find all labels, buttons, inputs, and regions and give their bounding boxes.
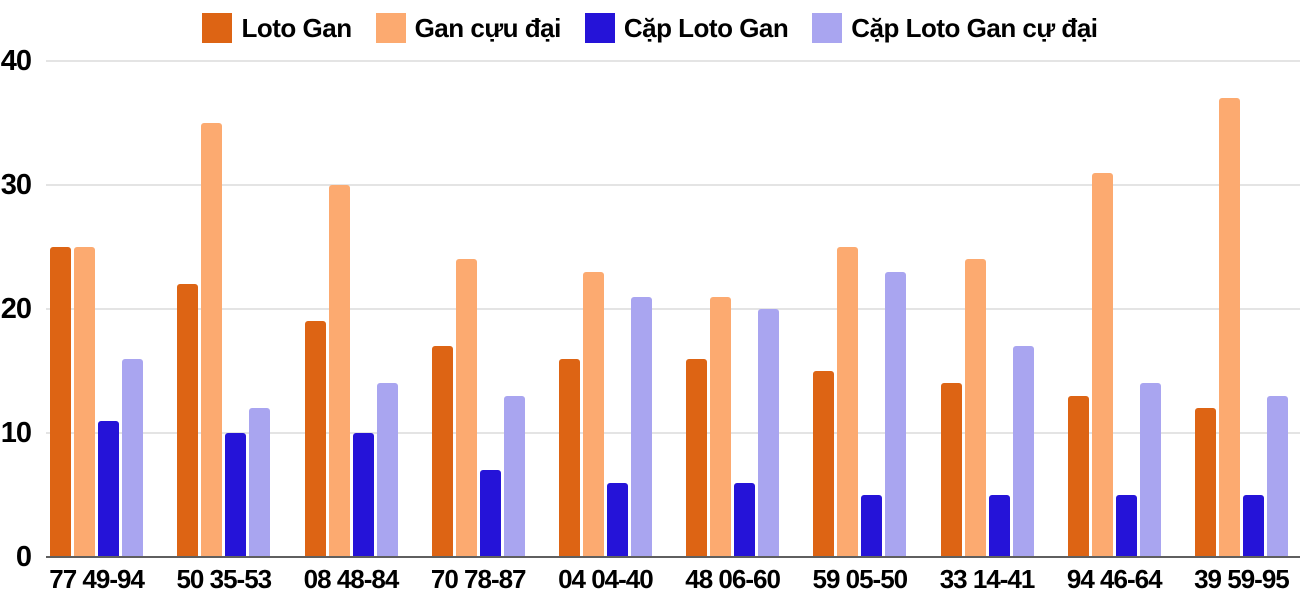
bar[interactable] bbox=[304, 321, 326, 557]
legend-label: Cặp Loto Gan cự đại bbox=[851, 12, 1098, 43]
bar[interactable] bbox=[1266, 395, 1288, 557]
bar[interactable] bbox=[455, 259, 477, 557]
legend-swatch-icon bbox=[202, 13, 233, 43]
bar-group bbox=[669, 61, 796, 557]
bar[interactable] bbox=[431, 346, 453, 557]
x-axis-baseline bbox=[46, 556, 1300, 558]
bar[interactable] bbox=[201, 123, 223, 557]
x-tick-label: 04 04-40 bbox=[558, 564, 654, 594]
bar[interactable] bbox=[710, 296, 732, 557]
y-axis-labels: 0 10 20 30 40 bbox=[0, 45, 32, 573]
bar[interactable] bbox=[885, 271, 907, 557]
x-tick-label: 77 49-94 bbox=[49, 564, 145, 594]
legend-swatch-icon bbox=[812, 13, 843, 43]
bar-group bbox=[415, 61, 542, 557]
legend: Loto Gan Gan cựu đại Cặp Loto Gan Cặp Loto … bbox=[0, 11, 1300, 45]
bar[interactable] bbox=[861, 495, 883, 557]
legend-label: Loto Gan bbox=[241, 12, 352, 43]
bar[interactable] bbox=[558, 358, 580, 557]
plot-area bbox=[33, 61, 1300, 557]
bar[interactable] bbox=[74, 247, 96, 557]
y-tick-label: 40 bbox=[0, 45, 32, 77]
y-tick-label: 20 bbox=[0, 293, 32, 325]
gridline-20 bbox=[46, 308, 1300, 310]
x-tick-label: 33 14-41 bbox=[939, 564, 1036, 594]
bar[interactable] bbox=[606, 482, 628, 557]
bar[interactable] bbox=[1218, 98, 1240, 557]
gridline-40 bbox=[46, 60, 1300, 62]
x-tick-label: 59 05-50 bbox=[812, 564, 908, 594]
legend-item-series-4[interactable]: Cặp Loto Gan cự đại bbox=[812, 12, 1098, 44]
bar[interactable] bbox=[177, 284, 199, 557]
x-tick-label: 39 59-95 bbox=[1194, 564, 1290, 594]
bar[interactable] bbox=[249, 408, 271, 557]
legend-item-series-3[interactable]: Cặp Loto Gan bbox=[584, 12, 789, 44]
legend-swatch-icon bbox=[584, 13, 615, 43]
x-tick-label: 50 35-53 bbox=[176, 564, 272, 594]
legend-swatch-icon bbox=[375, 13, 406, 43]
bar[interactable] bbox=[758, 309, 780, 557]
bar[interactable] bbox=[686, 358, 708, 557]
bar[interactable] bbox=[122, 358, 144, 557]
bar[interactable] bbox=[837, 247, 859, 557]
bar[interactable] bbox=[940, 383, 962, 557]
legend-item-series-1[interactable]: Loto Gan bbox=[202, 12, 352, 44]
bar[interactable] bbox=[50, 247, 72, 557]
gridline-30 bbox=[46, 184, 1300, 186]
bar[interactable] bbox=[503, 395, 525, 557]
bar[interactable] bbox=[734, 482, 756, 557]
bar-group bbox=[1178, 61, 1300, 557]
bar-group bbox=[1051, 61, 1178, 557]
legend-label: Gan cựu đại bbox=[414, 12, 562, 43]
bar[interactable] bbox=[1012, 346, 1034, 557]
bar[interactable] bbox=[582, 271, 604, 557]
bar[interactable] bbox=[352, 433, 374, 557]
bar-group bbox=[287, 61, 414, 557]
bar[interactable] bbox=[988, 495, 1010, 557]
bar[interactable] bbox=[1067, 395, 1089, 557]
bar[interactable] bbox=[813, 371, 835, 557]
bar-group bbox=[923, 61, 1050, 557]
bar[interactable] bbox=[964, 259, 986, 557]
y-tick-label: 0 bbox=[15, 541, 32, 573]
bar[interactable] bbox=[1091, 172, 1113, 557]
x-tick-label: 70 78-87 bbox=[430, 564, 527, 594]
x-tick-label: 94 46-64 bbox=[1066, 564, 1163, 594]
bar[interactable] bbox=[225, 433, 247, 557]
x-tick-label: 08 48-84 bbox=[303, 564, 400, 594]
bar[interactable] bbox=[1139, 383, 1161, 557]
y-tick-label: 30 bbox=[0, 169, 32, 201]
bar-group bbox=[796, 61, 923, 557]
bar[interactable] bbox=[1115, 495, 1137, 557]
legend-label: Cặp Loto Gan bbox=[623, 12, 789, 43]
bar[interactable] bbox=[1242, 495, 1264, 557]
x-axis-labels: 77 49-94 50 35-53 08 48-84 70 78-87 04 04-40… bbox=[33, 562, 1300, 596]
x-tick-label: 48 06-60 bbox=[685, 564, 781, 594]
gridline-10 bbox=[46, 432, 1300, 434]
bar[interactable] bbox=[376, 383, 398, 557]
legend-item-series-2[interactable]: Gan cựu đại bbox=[375, 12, 562, 44]
bar[interactable] bbox=[328, 185, 350, 557]
bar[interactable] bbox=[479, 470, 501, 557]
bar-group bbox=[542, 61, 669, 557]
bar[interactable] bbox=[630, 296, 652, 557]
bar[interactable] bbox=[1194, 408, 1216, 557]
bar[interactable] bbox=[98, 420, 120, 557]
bar-group bbox=[33, 61, 160, 557]
gridlines bbox=[46, 60, 1300, 558]
y-tick-label: 10 bbox=[0, 417, 32, 449]
bar-group bbox=[160, 61, 287, 557]
